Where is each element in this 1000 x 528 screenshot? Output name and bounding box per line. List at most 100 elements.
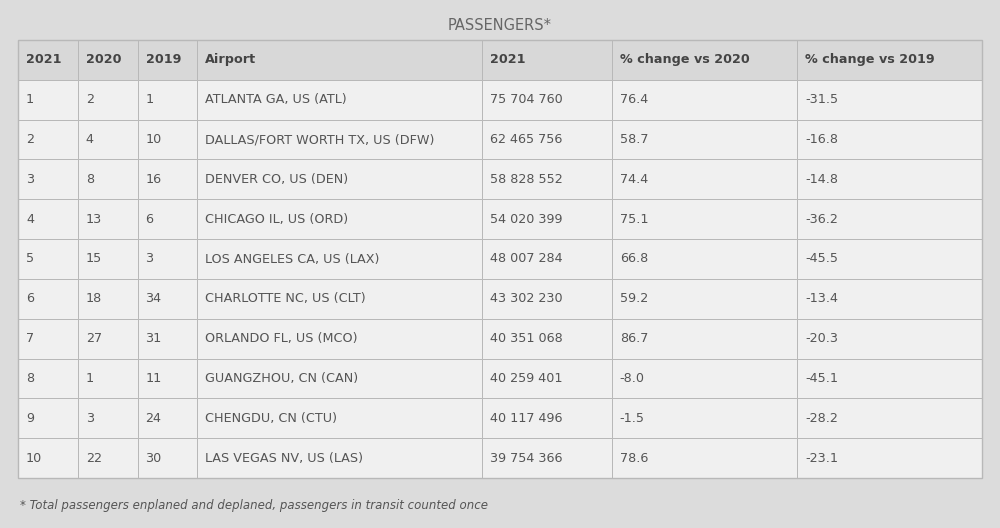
Text: 3: 3 [26,173,34,186]
Text: 74.4: 74.4 [620,173,648,186]
Bar [138,438,197,478]
Bar [197,199,482,239]
Text: 40 351 068: 40 351 068 [490,332,562,345]
Bar [78,159,138,199]
Text: -1.5: -1.5 [620,412,645,425]
Text: 8: 8 [86,173,94,186]
Bar [78,40,138,80]
Text: 2019: 2019 [146,53,181,67]
Text: DENVER CO, US (DEN): DENVER CO, US (DEN) [205,173,348,186]
Text: 3: 3 [86,412,94,425]
Text: -36.2: -36.2 [805,213,838,225]
Bar [482,438,612,478]
Bar [482,120,612,159]
Text: 2021: 2021 [490,53,525,67]
Bar [612,120,797,159]
Bar [197,40,482,80]
Bar [612,319,797,359]
Text: 9: 9 [26,412,34,425]
Text: 13: 13 [86,213,102,225]
Text: -16.8: -16.8 [805,133,838,146]
Bar [797,199,982,239]
Bar [18,279,78,319]
Text: 86.7: 86.7 [620,332,648,345]
Text: LAS VEGAS NV, US (LAS): LAS VEGAS NV, US (LAS) [205,451,363,465]
Text: 4: 4 [26,213,34,225]
Bar [18,159,78,199]
Bar [78,279,138,319]
Text: 30: 30 [146,451,162,465]
Bar [138,398,197,438]
Bar [797,80,982,120]
Bar [482,199,612,239]
Text: -45.5: -45.5 [805,252,838,266]
Text: 5: 5 [26,252,34,266]
Text: 7: 7 [26,332,34,345]
Bar [612,398,797,438]
Text: 58.7: 58.7 [620,133,648,146]
Text: 75.1: 75.1 [620,213,648,225]
Bar [197,80,482,120]
Bar [197,359,482,398]
Bar [78,239,138,279]
Text: ORLANDO FL, US (MCO): ORLANDO FL, US (MCO) [205,332,358,345]
Bar [797,159,982,199]
Text: 34: 34 [146,293,162,305]
Bar [482,159,612,199]
Text: 31: 31 [146,332,162,345]
Text: 2: 2 [26,133,34,146]
Bar [78,319,138,359]
Text: -14.8: -14.8 [805,173,838,186]
Bar [78,359,138,398]
Bar [797,239,982,279]
Text: 66.8: 66.8 [620,252,648,266]
Text: 11: 11 [146,372,162,385]
Text: 1: 1 [26,93,34,106]
Bar [482,40,612,80]
Bar [797,319,982,359]
Text: 8: 8 [26,372,34,385]
Bar [138,319,197,359]
Text: 10: 10 [26,451,42,465]
Bar [18,239,78,279]
Bar [612,438,797,478]
Text: -8.0: -8.0 [620,372,645,385]
Text: 4: 4 [86,133,94,146]
Bar [18,438,78,478]
Bar [18,199,78,239]
Text: 78.6: 78.6 [620,451,648,465]
Bar [612,199,797,239]
Bar [18,319,78,359]
Text: 1: 1 [86,372,94,385]
Bar [138,80,197,120]
Text: 43 302 230: 43 302 230 [490,293,562,305]
Bar [138,40,197,80]
Bar [482,398,612,438]
Text: 6: 6 [146,213,154,225]
Bar [482,239,612,279]
Text: 15: 15 [86,252,102,266]
Bar [18,398,78,438]
Bar [797,438,982,478]
Text: 27: 27 [86,332,102,345]
Bar [197,279,482,319]
Text: 1: 1 [146,93,154,106]
Text: 16: 16 [146,173,162,186]
Text: 18: 18 [86,293,102,305]
Text: 2020: 2020 [86,53,121,67]
Text: -23.1: -23.1 [805,451,838,465]
Bar [797,359,982,398]
Text: 3: 3 [146,252,154,266]
Text: DALLAS/FORT WORTH TX, US (DFW): DALLAS/FORT WORTH TX, US (DFW) [205,133,435,146]
Bar [797,40,982,80]
Text: 2021: 2021 [26,53,62,67]
Text: CHARLOTTE NC, US (CLT): CHARLOTTE NC, US (CLT) [205,293,366,305]
Bar [612,279,797,319]
Bar [797,120,982,159]
Text: 75 704 760: 75 704 760 [490,93,562,106]
Bar [78,438,138,478]
Text: * Total passengers enplaned and deplaned, passengers in transit counted once: * Total passengers enplaned and deplaned… [20,499,488,513]
Bar [797,279,982,319]
Bar [197,120,482,159]
Bar [18,359,78,398]
